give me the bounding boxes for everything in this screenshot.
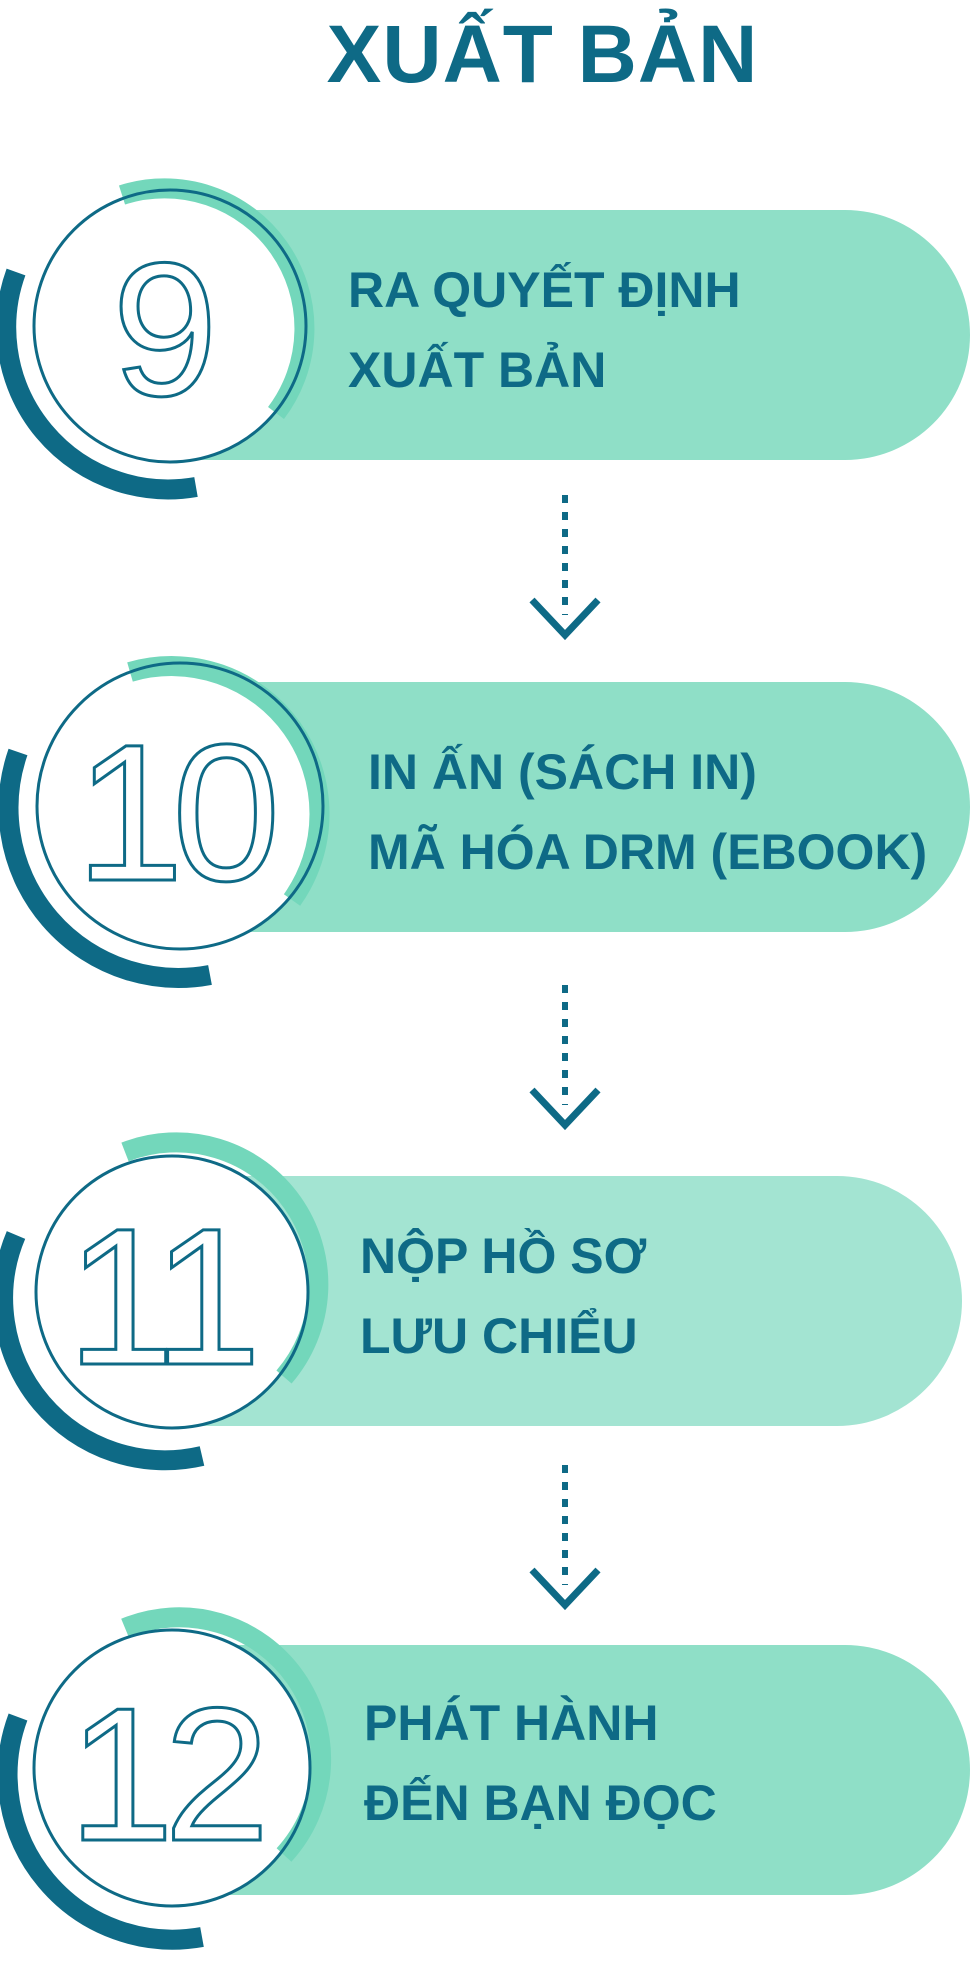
step-9-label: RA QUYẾT ĐỊNH XUẤT BẢN bbox=[348, 250, 741, 410]
step-9: RA QUYẾT ĐỊNH XUẤT BẢN 9 bbox=[0, 170, 970, 500]
step-12-label-line1: PHÁT HÀNH bbox=[364, 1695, 659, 1751]
step-12-label: PHÁT HÀNH ĐẾN BẠN ĐỌC bbox=[364, 1683, 717, 1843]
arrow-down-icon bbox=[520, 1465, 610, 1625]
step-11-number-badge: 11 bbox=[0, 1132, 329, 1471]
step-12-number: 12 bbox=[68, 1669, 261, 1881]
step-11-label-line2: LƯU CHIỂU bbox=[360, 1308, 638, 1364]
page-title: XUẤT BẢN bbox=[326, 9, 759, 100]
step-9-number: 9 bbox=[112, 224, 218, 436]
step-10-number-badge: 10 bbox=[0, 656, 330, 988]
step-9-number-badge: 9 bbox=[0, 178, 315, 500]
step-12: PHÁT HÀNH ĐẾN BẠN ĐỌC 12 bbox=[0, 1607, 970, 1950]
step-11-label: NỘP HỒ SƠ LƯU CHIỂU bbox=[360, 1216, 646, 1376]
step-10: IN ẤN (SÁCH IN) MÃ HÓA DRM (EBOOK) 10 bbox=[0, 640, 970, 988]
arrow-down-icon bbox=[520, 985, 610, 1145]
step-9-label-line1: RA QUYẾT ĐỊNH bbox=[348, 262, 741, 318]
arrow-down-icon bbox=[520, 495, 610, 655]
step-9-label-line2: XUẤT BẢN bbox=[348, 342, 607, 398]
step-12-number-badge: 12 bbox=[0, 1607, 332, 1950]
step-11-number: 11 bbox=[67, 1188, 253, 1406]
step-10-number: 10 bbox=[76, 704, 273, 922]
step-10-label-line1: IN ẤN (SÁCH IN) bbox=[368, 744, 757, 800]
step-11-label-line1: NỘP HỒ SƠ bbox=[360, 1228, 647, 1284]
step-12-label-line2: ĐẾN BẠN ĐỌC bbox=[364, 1775, 717, 1831]
step-10-label: IN ẤN (SÁCH IN) MÃ HÓA DRM (EBOOK) bbox=[368, 732, 927, 892]
step-11: NỘP HỒ SƠ LƯU CHIỂU 11 bbox=[0, 1130, 970, 1471]
step-10-label-line2: MÃ HÓA DRM (EBOOK) bbox=[368, 824, 928, 880]
